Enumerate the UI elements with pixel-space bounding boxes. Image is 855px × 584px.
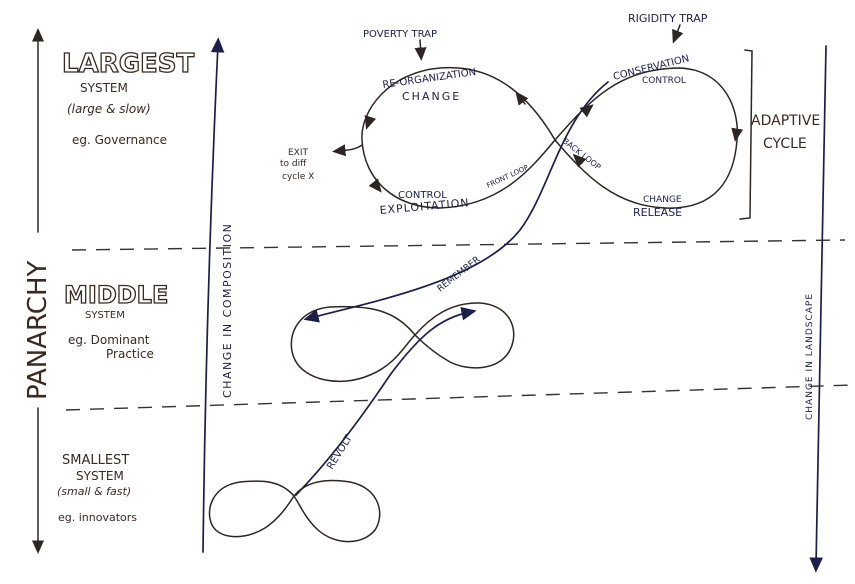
revolt-arrow (295, 307, 477, 496)
figure-eight-loop (361, 66, 739, 209)
composition-arrow (202, 37, 225, 553)
smallest-title: SMALLEST (62, 453, 129, 468)
largest-system-label: LARGEST SYSTEM (large & slow) eg. Govern… (61, 48, 195, 147)
rigidity-trap-arrow (672, 24, 684, 44)
level-divider-top (71, 239, 846, 251)
exit-arrow (332, 144, 363, 157)
middle-system-label: MIDDLE SYSTEM eg. Dominant Practice (63, 280, 169, 361)
level-divider-bottom (65, 384, 853, 411)
middle-figure-eight (290, 302, 515, 383)
arrow-icon (579, 104, 594, 118)
middle-title: MIDDLE (64, 281, 168, 309)
adaptive-cycle-label-2: CYCLE (763, 136, 807, 152)
largest-desc: (large & slow) (67, 102, 151, 116)
arrow-icon (731, 127, 744, 142)
smallest-example: eg. innovators (58, 511, 137, 524)
control-label-right: CONTROL (642, 76, 686, 86)
arrow-icon (572, 153, 587, 168)
smallest-sub: SYSTEM (76, 469, 124, 483)
arrow-icon (364, 114, 377, 130)
largest-example: eg. Governance (72, 133, 167, 147)
landscape-label: CHANGE IN LANDSCAPE (805, 293, 815, 420)
smallest-system-label: SMALLEST SYSTEM (small & fast) eg. innov… (57, 453, 137, 524)
middle-example-2: Practice (106, 347, 154, 361)
panarchy-title: PANARCHY (23, 260, 53, 400)
poverty-trap-arrow (414, 39, 427, 61)
adaptive-cycle-label: ADAPTIVE (751, 113, 820, 129)
adaptive-cycle-bracket (739, 49, 753, 220)
smallest-desc: (small & fast) (57, 485, 131, 498)
rigidity-trap-label: RIGIDITY TRAP (628, 12, 708, 25)
small-figure-eight (208, 479, 381, 543)
reorganization-label: RE-ORGANIZATION (382, 67, 477, 91)
arrow-icon (368, 178, 382, 193)
poverty-trap-label: POVERTY TRAP (363, 29, 437, 40)
remember-label: REMEMBER (436, 255, 483, 294)
control-label-left: CONTROL (398, 190, 447, 201)
largest-sub: SYSTEM (80, 81, 128, 95)
revolt-label: REVOLT (325, 433, 355, 472)
arrow-icon (515, 91, 529, 106)
exit-label: EXIT (288, 148, 309, 158)
exit-label-2: to diff (280, 159, 307, 169)
exploitation-label: EXPLOITATION (379, 196, 470, 217)
landscape-arrow (809, 45, 827, 573)
middle-sub: SYSTEM (85, 310, 125, 321)
largest-title: LARGEST (62, 49, 195, 79)
exit-label-3: cycle X (282, 172, 314, 182)
middle-example: eg. Dominant (68, 333, 150, 347)
composition-label: CHANGE IN COMPOSITION (221, 223, 234, 398)
panarchy-axis: PANARCHY (23, 28, 53, 554)
change-label-left: CHANGE (402, 90, 461, 103)
change-label-right: CHANGE (643, 195, 682, 205)
adaptive-cycle-large: POVERTY TRAP RIGIDITY TRAP RE-ORGANIZATI… (280, 12, 820, 220)
release-label: RELEASE (633, 206, 682, 219)
remember-arrow (303, 81, 609, 323)
